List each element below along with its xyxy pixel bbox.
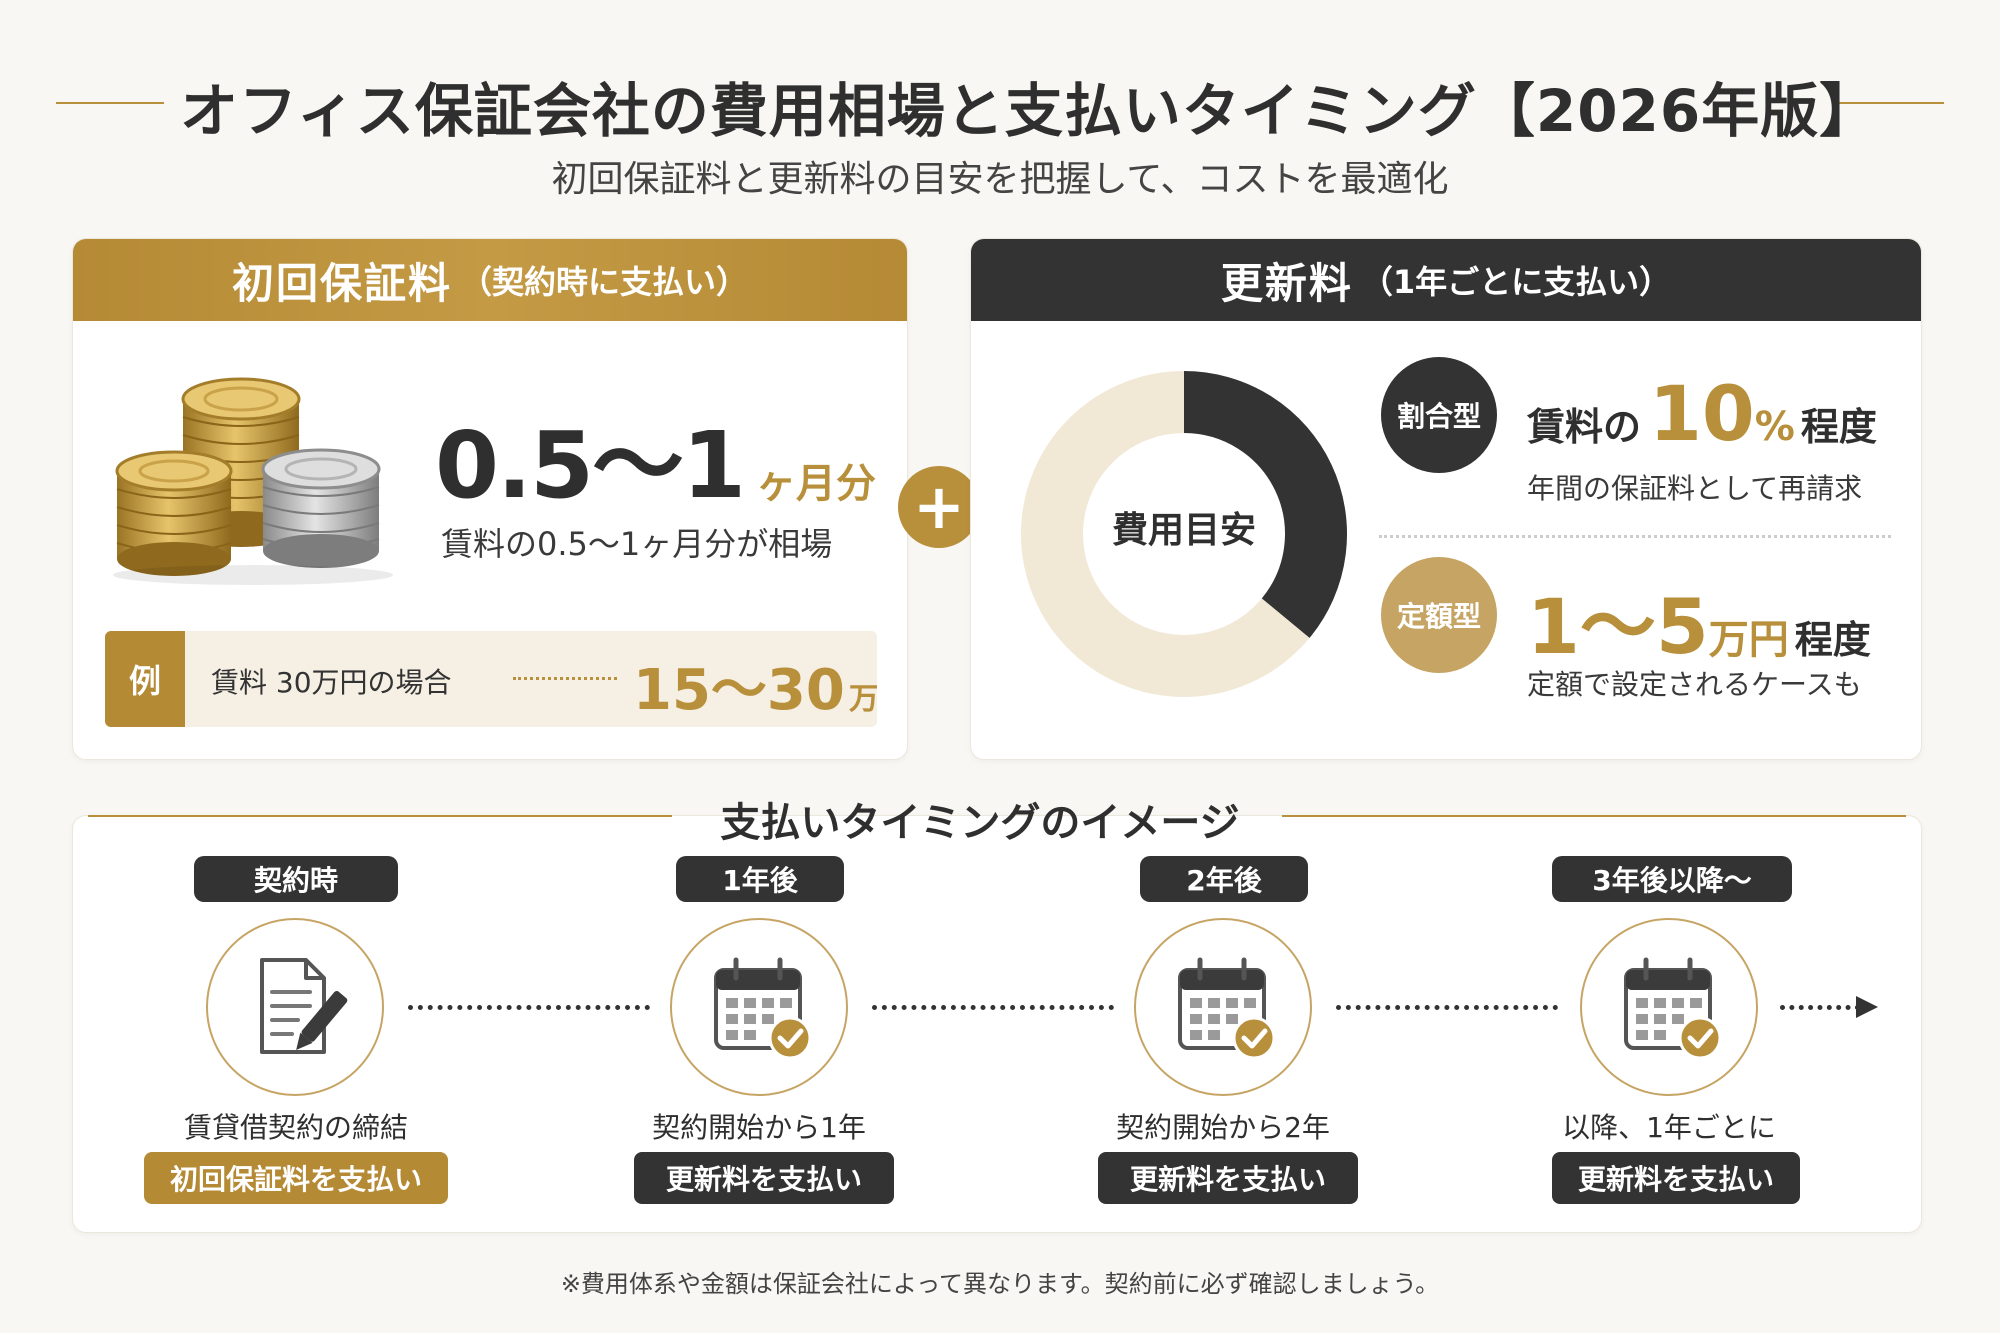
step-caption-year-1: 契約開始から1年 <box>652 1111 866 1144</box>
step-icon-circle <box>1580 918 1758 1096</box>
example-tag: 例 <box>105 631 185 727</box>
ratio-prefix: 賃料の <box>1527 405 1642 449</box>
example-label: 賃料 30万円の場合 <box>211 666 452 699</box>
step-label-year-1: 1年後 <box>676 856 844 902</box>
ratio-type-amount: 賃料の 10% 程度 <box>1527 369 1877 458</box>
step-action-initial-fee: 初回保証料を支払い <box>144 1152 448 1204</box>
initial-fee-description: 賃料の0.5～1ヶ月分が相場 <box>441 525 833 563</box>
ratio-value: 10 <box>1649 369 1755 458</box>
example-value: 15～30万円 <box>633 645 877 726</box>
ratio-suffix: 程度 <box>1800 405 1877 449</box>
step-label-year-3-onward: 3年後以降～ <box>1552 856 1792 902</box>
initial-fee-range-value: 0.5～1 <box>435 412 746 519</box>
calendar-check-icon <box>1178 957 1276 1060</box>
calendar-check-icon <box>1624 957 1722 1060</box>
initial-fee-heading-note: （契約時に支払い） <box>460 263 749 301</box>
timeline-connector <box>1336 1005 1558 1010</box>
renewal-fee-heading: 更新料 <box>1220 258 1353 308</box>
renewal-fee-header: 更新料 （1年ごとに支払い） <box>971 239 1921 321</box>
coin-stack-icon <box>113 377 393 585</box>
step-action-renewal-1: 更新料を支払い <box>634 1152 894 1204</box>
page-subtitle: 初回保証料と更新料の目安を把握して、コストを最適化 <box>551 159 1449 200</box>
donut-segment-dark <box>1183 371 1347 638</box>
donut-center-label: 費用目安 <box>1111 510 1256 551</box>
document-pen-icon <box>260 958 348 1054</box>
step-icon-circle <box>670 918 848 1096</box>
page-title: オフィス保証会社の費用相場と支払いタイミング【2026年版】 <box>180 77 1879 145</box>
ratio-type-badge: 割合型 <box>1381 357 1497 473</box>
timeline-rule-right <box>1282 815 1906 817</box>
fixed-value: 1～5 <box>1527 582 1709 671</box>
initial-fee-range: 0.5～1 ヶ月分 <box>435 391 876 524</box>
step-action-renewal-2: 更新料を支払い <box>1098 1152 1358 1204</box>
timeline-connector <box>408 1005 650 1010</box>
arrow-right-icon <box>1856 996 1878 1018</box>
fixed-unit: 万円 <box>1708 617 1789 663</box>
step-icon-circle <box>206 918 384 1096</box>
ratio-type-description: 年間の保証料として再請求 <box>1527 472 1863 505</box>
renewal-fee-card: 更新料 （1年ごとに支払い） 費用目安 割合型 賃料の 10% 程度 年間の保証料と… <box>970 238 1922 760</box>
step-icon-circle <box>1134 918 1312 1096</box>
title-rule-left <box>56 102 164 104</box>
timeline-rule-left <box>88 815 672 817</box>
initial-fee-heading: 初回保証料 <box>231 258 452 308</box>
ratio-unit: % <box>1754 404 1795 450</box>
fixed-type-badge: 定額型 <box>1381 557 1497 673</box>
calendar-check-icon <box>714 957 812 1060</box>
example-value-unit: 万円 <box>848 682 877 717</box>
step-label-year-2: 2年後 <box>1140 856 1308 902</box>
title-rule-right <box>1834 102 1944 104</box>
timeline-title: 支払いタイミングのイメージ <box>720 800 1240 846</box>
footnote: ※費用体系や金額は保証会社によって異なります。契約前に必ず確認しましょう。 <box>560 1270 1440 1298</box>
step-label-contract: 契約時 <box>194 856 398 902</box>
timeline-connector <box>872 1005 1114 1010</box>
initial-fee-header: 初回保証料 （契約時に支払い） <box>73 239 907 321</box>
fixed-suffix: 程度 <box>1794 618 1871 662</box>
initial-fee-card: 初回保証料 （契約時に支払い） <box>72 238 908 760</box>
type-divider <box>1379 535 1891 538</box>
timeline-connector <box>1780 1005 1860 1010</box>
fixed-type-amount: 1～5万円 程度 <box>1527 565 1871 675</box>
renewal-fee-heading-note: （1年ごとに支払い） <box>1360 263 1672 301</box>
example-value-number: 15～30 <box>633 658 845 723</box>
initial-fee-range-unit: ヶ月分 <box>756 461 876 507</box>
step-caption-contract: 賃貸借契約の締結 <box>183 1111 408 1144</box>
example-dotted-leader <box>513 677 617 680</box>
cost-donut-chart <box>1021 371 1347 697</box>
example-box: 例 賃料 30万円の場合 15～30万円 <box>105 631 877 727</box>
step-action-renewal-ongoing: 更新料を支払い <box>1552 1152 1800 1204</box>
plus-icon: + <box>898 466 980 548</box>
step-caption-year-2: 契約開始から2年 <box>1116 1111 1330 1144</box>
step-caption-year-3-onward: 以降、1年ごとに <box>1562 1111 1776 1144</box>
fixed-type-description: 定額で設定されるケースも <box>1527 668 1862 701</box>
